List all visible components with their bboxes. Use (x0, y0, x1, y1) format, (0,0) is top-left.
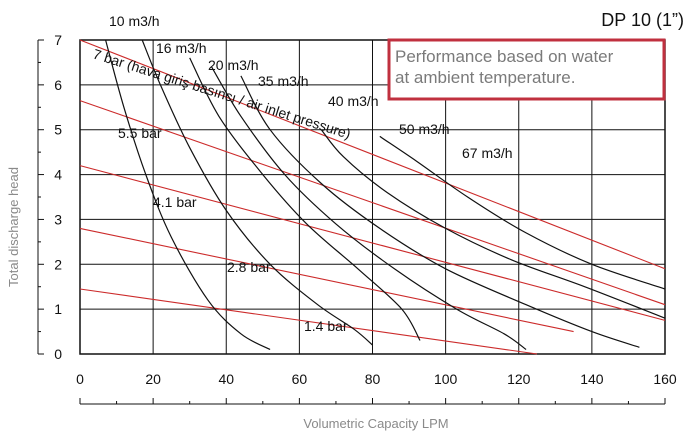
y-tick-label-5: 5 (54, 122, 62, 138)
y-tick-label-3: 3 (54, 211, 62, 227)
pressure-line-0 (79, 39, 666, 270)
flow-curve-4 (240, 75, 640, 348)
y-tick-label-1: 1 (54, 301, 62, 317)
pressure-lines (79, 39, 666, 355)
note-line-2: at ambient temperature. (395, 68, 575, 87)
x-tick-label-80: 80 (365, 371, 381, 387)
flow-curves (105, 39, 666, 351)
pressure-line-3 (79, 227, 574, 333)
pressure-line-2 (79, 165, 666, 321)
note-line-1: Performance based on water (395, 47, 614, 66)
x-axis-title: Volumetric Capacity LPM (303, 416, 448, 431)
x-tick-label-160: 160 (653, 371, 677, 387)
y-tick-label-6: 6 (54, 77, 62, 93)
label-35-m3h: 35 m3/h (258, 73, 309, 89)
label-50-m3h: 50 m3/h (399, 121, 450, 137)
y-tick-label-4: 4 (54, 167, 62, 183)
x-tick-label-20: 20 (145, 371, 161, 387)
label-67-m3h: 67 m3/h (462, 145, 513, 161)
label-16-m3h: 16 m3/h (156, 40, 207, 56)
pressure-line-4 (79, 288, 538, 355)
y-tick-label-7: 7 (54, 32, 62, 48)
flow-curve-6 (379, 135, 666, 290)
label-10-m3h: 10 m3/h (109, 13, 160, 29)
flow-curve-1 (141, 39, 373, 346)
x-tick-label-40: 40 (218, 371, 234, 387)
label-1-4-bar: 1.4 bar (304, 318, 348, 334)
x-tick-label-0: 0 (76, 371, 84, 387)
label-4-1-bar: 4.1 bar (153, 194, 197, 210)
label-2-8-bar: 2.8 bar (227, 259, 271, 275)
pressure-line-1 (79, 100, 666, 306)
label-20-m3h: 20 m3/h (208, 57, 259, 73)
chart-axes: 0 1 2 3 4 5 6 7 0 20 40 60 80 100 120 140 160 (37, 32, 677, 405)
flow-curve-0 (105, 39, 271, 351)
x-tick-label-60: 60 (292, 371, 308, 387)
flow-curve-2 (189, 57, 421, 341)
x-tick-label-100: 100 (434, 371, 458, 387)
x-tick-label-120: 120 (507, 371, 531, 387)
y-axis-title: Total discharge head (6, 167, 21, 287)
label-40-m3h: 40 m3/h (328, 93, 379, 109)
y-tick-label-0: 0 (54, 346, 62, 362)
plot-frame (79, 39, 666, 355)
y-tick-label-2: 2 (54, 256, 62, 272)
chart-title: DP 10 (1”) (601, 10, 684, 30)
flow-curve-3 (211, 66, 527, 350)
label-5-5-bar: 5.5 bar (118, 125, 162, 141)
note-box: Performance based on water at ambient te… (387, 38, 666, 101)
flow-curve-5 (320, 129, 666, 319)
x-tick-label-140: 140 (580, 371, 604, 387)
